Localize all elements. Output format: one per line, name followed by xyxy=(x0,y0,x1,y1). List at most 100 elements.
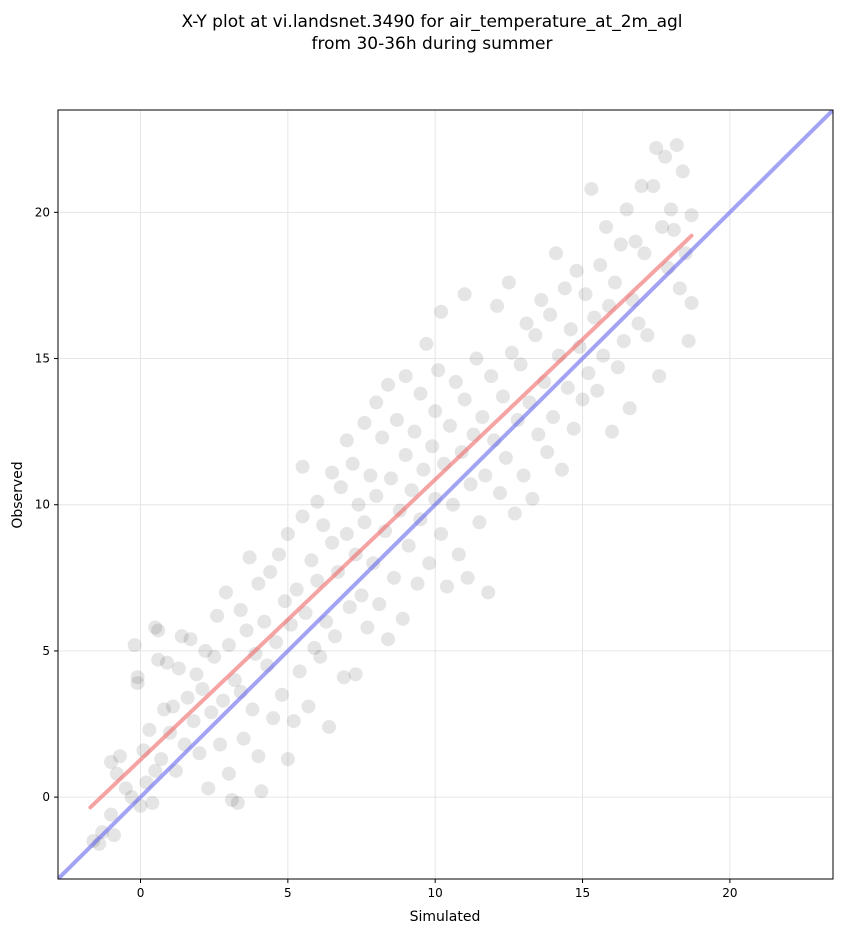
data-point xyxy=(372,597,387,612)
data-point xyxy=(469,351,484,366)
data-point xyxy=(151,623,166,638)
data-point xyxy=(604,424,619,439)
data-point xyxy=(286,714,301,729)
x-tick-label: 15 xyxy=(575,886,590,900)
x-tick-label: 20 xyxy=(722,886,737,900)
data-point xyxy=(360,620,375,635)
data-point xyxy=(628,234,643,249)
y-axis-label: Observed xyxy=(10,461,26,528)
data-point xyxy=(655,219,670,234)
data-point xyxy=(669,138,684,153)
data-point xyxy=(472,515,487,530)
data-point xyxy=(224,793,239,808)
data-point xyxy=(672,281,687,296)
data-point xyxy=(416,462,431,477)
data-point xyxy=(501,275,516,290)
data-point xyxy=(658,149,673,164)
data-point xyxy=(316,518,331,533)
data-point xyxy=(584,181,599,196)
y-tick-label: 5 xyxy=(42,644,50,658)
data-point xyxy=(525,491,540,506)
data-point xyxy=(663,202,678,217)
data-point xyxy=(292,664,307,679)
data-point xyxy=(95,825,110,840)
data-point xyxy=(207,649,222,664)
data-point xyxy=(510,412,525,427)
data-point xyxy=(251,749,266,764)
data-point xyxy=(513,357,528,372)
identity-line xyxy=(58,110,833,879)
data-point xyxy=(198,643,213,658)
data-point xyxy=(389,412,404,427)
data-point xyxy=(381,377,396,392)
y-tick-label: 0 xyxy=(42,790,50,804)
data-point xyxy=(295,459,310,474)
data-point xyxy=(369,395,384,410)
data-point xyxy=(86,833,101,848)
data-point xyxy=(369,488,384,503)
data-point xyxy=(593,257,608,272)
data-point xyxy=(112,749,127,764)
data-point xyxy=(298,605,313,620)
data-point xyxy=(475,410,490,425)
data-point xyxy=(216,693,231,708)
data-point xyxy=(233,602,248,617)
data-point xyxy=(104,807,119,822)
data-point xyxy=(381,632,396,647)
data-point xyxy=(383,471,398,486)
data-point xyxy=(442,418,457,433)
data-point xyxy=(616,333,631,348)
data-point xyxy=(590,383,605,398)
x-tick-label: 5 xyxy=(284,886,292,900)
data-point xyxy=(610,360,625,375)
data-point xyxy=(649,141,664,156)
data-point xyxy=(310,573,325,588)
data-point xyxy=(148,763,163,778)
data-point xyxy=(239,623,254,638)
data-point xyxy=(213,737,228,752)
data-point xyxy=(395,611,410,626)
data-point xyxy=(549,246,564,261)
data-point xyxy=(413,386,428,401)
data-point xyxy=(434,526,449,541)
data-point xyxy=(354,588,369,603)
data-point xyxy=(448,374,463,389)
data-point xyxy=(581,366,596,381)
data-point xyxy=(201,781,216,796)
data-point xyxy=(398,448,413,463)
data-point xyxy=(104,755,119,770)
data-point xyxy=(498,450,513,465)
data-point xyxy=(675,164,690,179)
data-point xyxy=(622,401,637,416)
data-point xyxy=(543,307,558,322)
data-point xyxy=(227,673,242,688)
data-point xyxy=(230,795,245,810)
data-point xyxy=(325,465,340,480)
plot-frame xyxy=(57,109,834,880)
data-point xyxy=(325,535,340,550)
data-point xyxy=(495,389,510,404)
data-point xyxy=(304,553,319,568)
data-point xyxy=(646,179,661,194)
data-point xyxy=(463,477,478,492)
data-point xyxy=(221,766,236,781)
data-point xyxy=(398,369,413,384)
data-point xyxy=(422,556,437,571)
data-point xyxy=(357,415,372,430)
data-point xyxy=(481,585,496,600)
data-point xyxy=(192,746,207,761)
data-point xyxy=(666,222,681,237)
data-point xyxy=(457,287,472,302)
data-point xyxy=(434,304,449,319)
data-point xyxy=(607,275,622,290)
data-point xyxy=(460,570,475,585)
data-point xyxy=(301,699,316,714)
data-point xyxy=(375,430,390,445)
data-point xyxy=(186,714,201,729)
data-point xyxy=(519,316,534,331)
data-point xyxy=(277,594,292,609)
data-point xyxy=(578,287,593,302)
axis-ticks: 0 5 10 15 20 0 5 10 15 20 xyxy=(35,205,738,900)
data-point xyxy=(274,687,289,702)
